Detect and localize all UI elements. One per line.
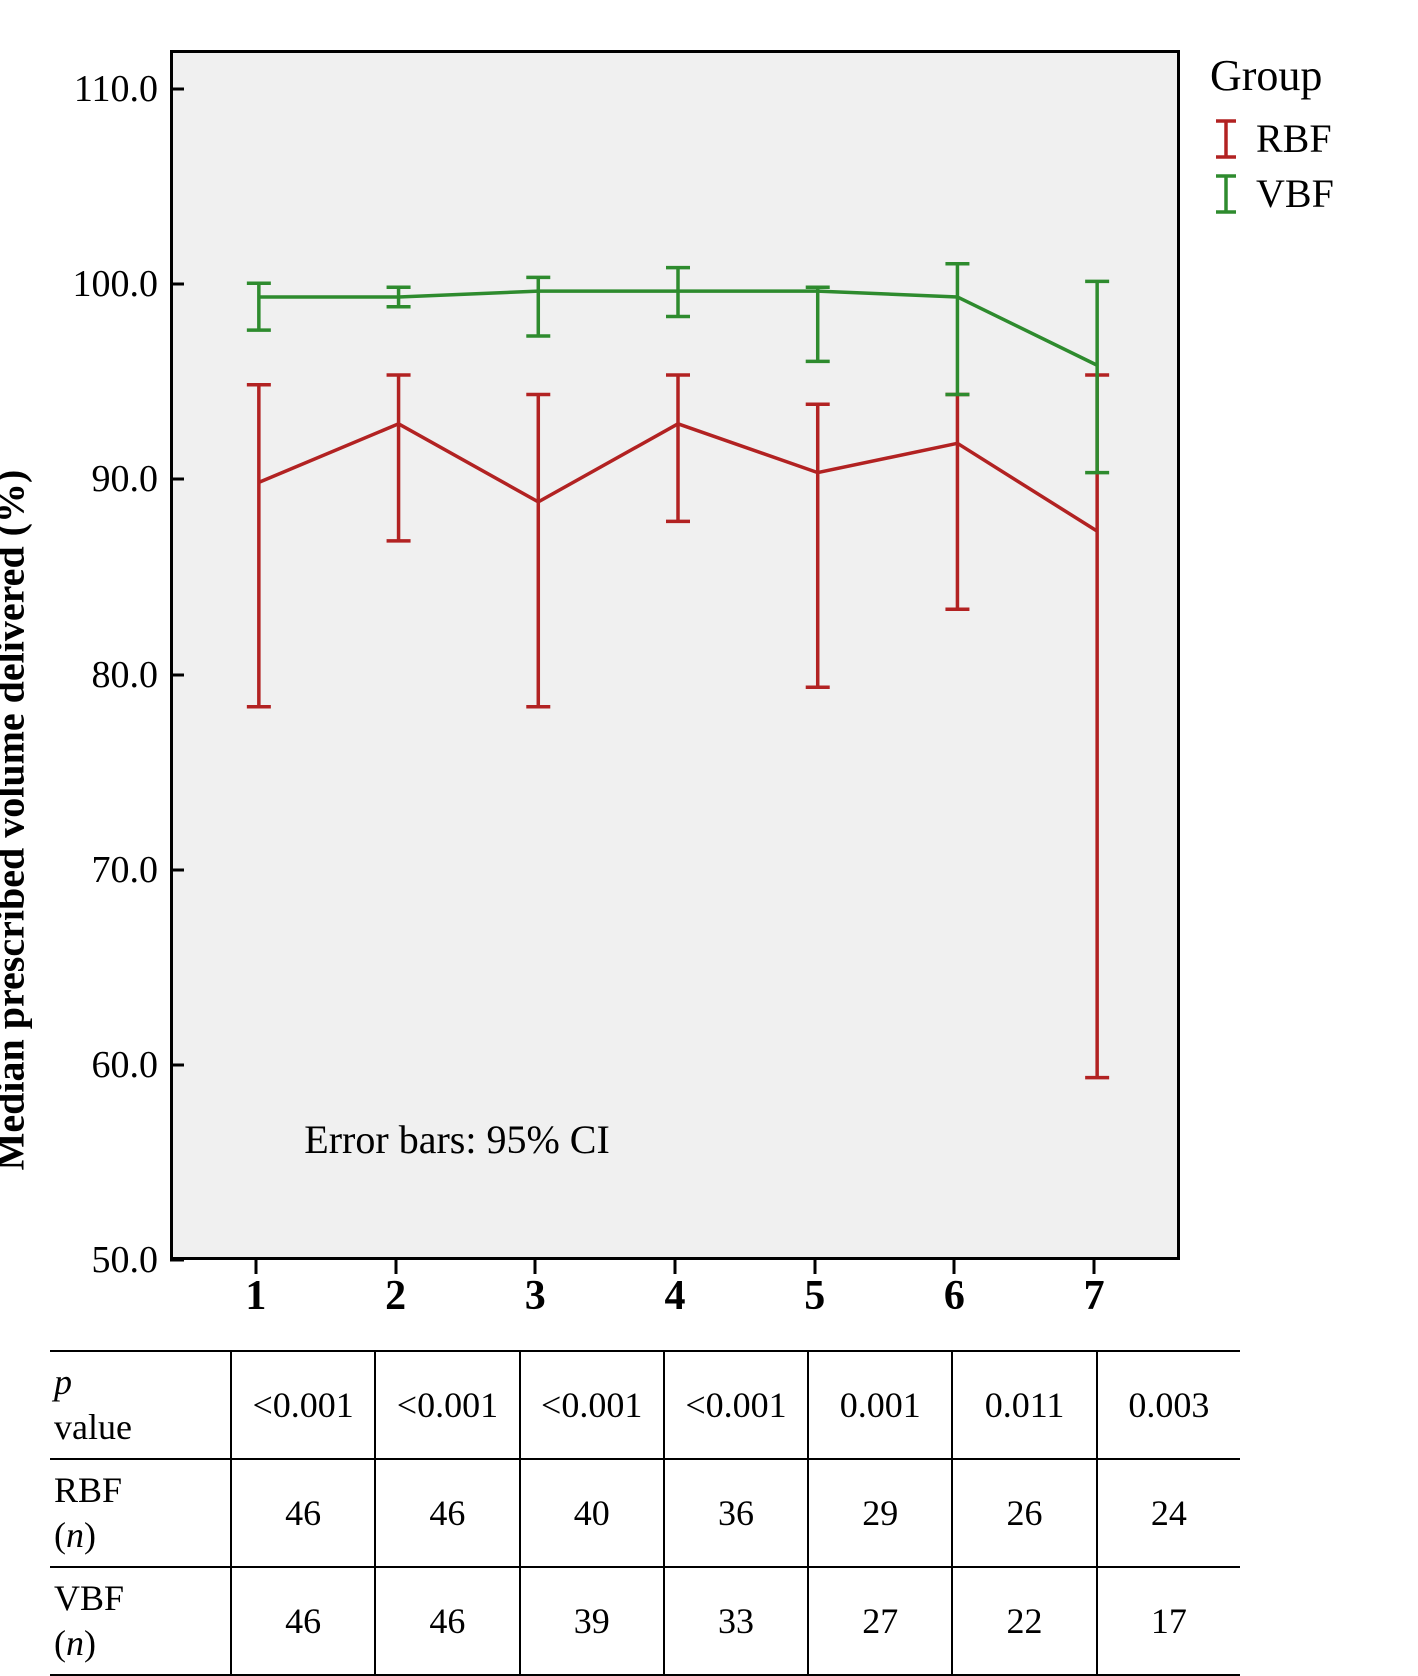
table-row-header: VBF(n) (50, 1568, 230, 1674)
table-cell: 39 (519, 1568, 663, 1674)
legend-item-vbf: VBF (1210, 170, 1334, 217)
legend-item-rbf: RBF (1210, 115, 1334, 162)
x-tick-mark (674, 1260, 677, 1274)
x-tick-mark (953, 1260, 956, 1274)
y-tick-label: 90.0 (38, 457, 158, 501)
table-cell: 36 (663, 1460, 807, 1566)
table-cell: 17 (1096, 1568, 1240, 1674)
table-row: pvalue<0.001<0.001<0.001<0.0010.0010.011… (50, 1350, 1240, 1458)
legend: Group RBF VBF (1210, 50, 1334, 225)
legend-label: VBF (1256, 170, 1334, 217)
table-cell: 26 (951, 1460, 1095, 1566)
table-cell: <0.001 (230, 1352, 374, 1458)
x-tick-mark (534, 1260, 537, 1274)
table-cell: 46 (374, 1568, 518, 1674)
y-tick-mark (170, 478, 184, 481)
table-cell: 33 (663, 1568, 807, 1674)
y-tick-mark (170, 1063, 184, 1066)
table-cell: 46 (230, 1460, 374, 1566)
table-cell: <0.001 (663, 1352, 807, 1458)
table-row: RBF(n)46464036292624 (50, 1458, 1240, 1566)
legend-title: Group (1210, 50, 1334, 101)
x-tick-label: 2 (385, 1272, 406, 1320)
y-tick-mark (170, 283, 184, 286)
y-tick-label: 50.0 (38, 1238, 158, 1282)
table-cell: 22 (951, 1568, 1095, 1674)
x-tick-label: 5 (804, 1272, 825, 1320)
x-tick-label: 1 (245, 1272, 266, 1320)
x-tick-mark (394, 1260, 397, 1274)
table-cell: 0.003 (1096, 1352, 1240, 1458)
x-tick-label: 4 (665, 1272, 686, 1320)
table-cell: 29 (807, 1460, 951, 1566)
x-tick-mark (1093, 1260, 1096, 1274)
series-rbf (247, 375, 1109, 1078)
error-bar-icon (1210, 117, 1242, 161)
table-cell: 0.001 (807, 1352, 951, 1458)
table-cell: 46 (230, 1568, 374, 1674)
table-row-header: pvalue (50, 1352, 230, 1458)
legend-label: RBF (1256, 115, 1332, 162)
y-tick-mark (170, 673, 184, 676)
chart-plot-area: Error bars: 95% CI (170, 50, 1180, 1260)
y-tick-label: 100.0 (38, 262, 158, 306)
y-axis-label: Median prescribed volume delivered (%) (0, 469, 34, 1170)
y-tick-mark (170, 868, 184, 871)
y-tick-label: 60.0 (38, 1043, 158, 1087)
x-tick-mark (813, 1260, 816, 1274)
table-cell: 24 (1096, 1460, 1240, 1566)
table-cell: 46 (374, 1460, 518, 1566)
y-tick-label: 110.0 (38, 67, 158, 111)
y-tick-label: 80.0 (38, 653, 158, 697)
x-tick-mark (254, 1260, 257, 1274)
x-tick-label: 3 (525, 1272, 546, 1320)
table-row: VBF(n)46463933272217 (50, 1566, 1240, 1676)
table-cell: <0.001 (374, 1352, 518, 1458)
x-tick-label: 6 (944, 1272, 965, 1320)
x-tick-label: 7 (1084, 1272, 1105, 1320)
y-tick-mark (170, 1259, 184, 1262)
figure-container: Error bars: 95% CI Median prescribed vol… (20, 20, 1398, 1619)
table-cell: <0.001 (519, 1352, 663, 1458)
y-tick-mark (170, 88, 184, 91)
table-cell: 0.011 (951, 1352, 1095, 1458)
table-cell: 27 (807, 1568, 951, 1674)
chart-svg (173, 53, 1183, 1263)
y-tick-label: 70.0 (38, 848, 158, 892)
table-row-header: RBF(n) (50, 1460, 230, 1566)
data-table: pvalue<0.001<0.001<0.001<0.0010.0010.011… (50, 1350, 1240, 1676)
error-bar-icon (1210, 172, 1242, 216)
table-cell: 40 (519, 1460, 663, 1566)
error-bar-annotation: Error bars: 95% CI (304, 1116, 609, 1163)
